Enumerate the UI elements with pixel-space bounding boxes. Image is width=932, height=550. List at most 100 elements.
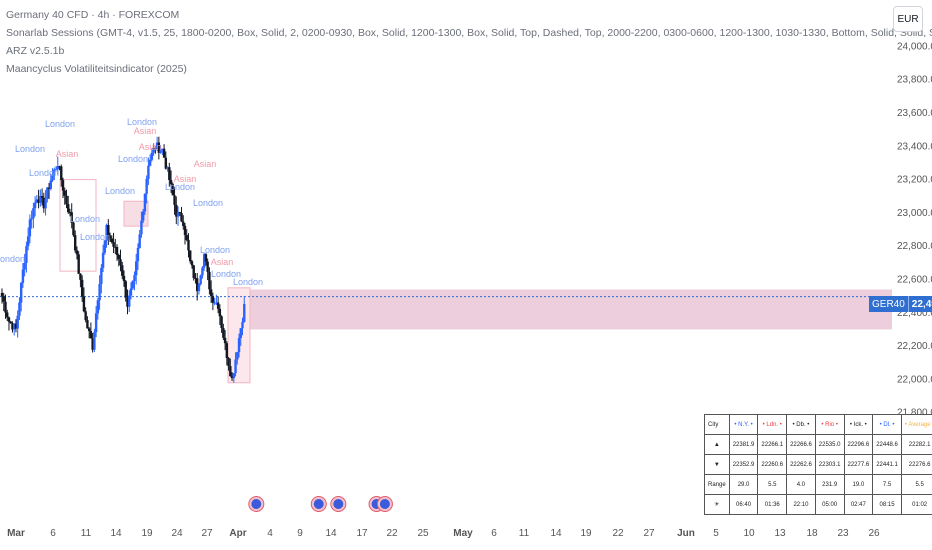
session-label: Asian [174,174,197,184]
candle-body [189,250,192,262]
candle-body [215,302,218,304]
candle-body [237,338,241,353]
candle-body [19,282,23,303]
stats-header-cell: • N.Y. • [728,414,759,435]
candle-body [197,284,201,292]
x-tick-label: 6 [50,528,56,539]
candle-body [89,331,93,339]
x-tick-label: 6 [491,528,497,539]
candle-body [148,159,152,166]
candle-body [98,284,101,301]
candle-body [143,193,147,212]
x-tick-label: May [453,528,473,539]
session-label: London [70,214,100,224]
candle-body [159,150,162,153]
candle-body [183,225,187,236]
currency-button[interactable]: EUR [893,6,923,32]
stats-cell: 01:36 [757,494,788,515]
candle-body [243,303,246,322]
candle-body [14,323,18,329]
x-tick-label: 17 [356,528,368,539]
y-tick-label: 23,000.0 [897,208,932,219]
candle-body [141,211,145,221]
candle-body [133,275,136,282]
candle-body [11,323,14,330]
candle-body [107,224,110,236]
x-tick-label: 10 [743,528,755,539]
candle-body [74,235,77,251]
stats-header-cell: • Dl. • [872,414,902,435]
session-label: London [0,254,25,264]
event-marker-core [313,499,324,509]
stats-cell: Range [704,474,730,495]
x-tick-label: Mar [7,528,25,539]
candle-body [201,267,204,276]
candle-body [185,235,188,240]
x-tick-label: 27 [643,528,655,539]
candle-body [194,278,197,280]
indicator-arz[interactable]: ARZ v2.5.1b [6,45,65,57]
candle-body [39,195,42,203]
x-tick-label: 25 [417,528,429,539]
candle-body [164,157,168,169]
session-label: Asian [194,159,217,169]
y-tick-label: 22,000.0 [897,374,932,385]
stats-cell: 4.0 [786,474,816,495]
candle-body [86,320,89,329]
candle-body [0,292,4,297]
session-label: London [29,168,59,178]
candle-body [129,288,133,296]
candle-body [131,281,134,289]
stats-cell: 02:47 [843,494,874,515]
candle-body [162,148,166,158]
candle-body [54,169,58,171]
candle-body [209,289,213,297]
candle-body [138,234,141,248]
y-tick-label: 23,400.0 [897,141,932,152]
candle-body [147,165,150,179]
candle-body [35,199,39,203]
indicator-maancyclus[interactable]: Maancyclus Volatiliteitsindicator (2025) [6,63,187,75]
symbol-title[interactable]: Germany 40 CFD · 4h · FOREXCOM [6,9,180,21]
candle-body [161,148,164,151]
candle-body [182,221,185,226]
stats-cell: 22381.9 [728,434,759,455]
candle-body [70,212,73,223]
price-tag-symbol: GER40 [869,296,908,312]
candle-body [51,174,54,181]
stats-cell: 05:00 [814,494,845,515]
stats-cell: ▲ [704,434,730,455]
stats-header-cell: • Average • [900,414,932,435]
candle-body [105,224,108,241]
candle-body [13,323,16,330]
indicator-sonarlab[interactable]: Sonarlab Sessions (GMT-4, v1.5, 25, 1800… [6,27,932,39]
candle-body [168,167,171,181]
y-tick-label: 24,000.0 [897,41,932,52]
candle-body [180,213,183,222]
x-tick-label: 23 [837,528,849,539]
candle-body [241,321,244,329]
stats-cell: 22352.9 [728,454,759,475]
resistance-zone [236,289,892,330]
candle-body [79,273,82,280]
candle-body [47,187,51,189]
y-tick-label: 22,600.0 [897,274,932,285]
stats-row: ☀ 06:40 01:36 22:10 05:00 02:47 08:15 01… [704,494,932,515]
y-tick-label: 23,800.0 [897,75,932,86]
candle-body [108,235,112,239]
candle-body [206,261,209,272]
stats-header-cell: • Ldn. • [757,414,788,435]
candle-body [84,311,87,321]
stats-row: Range 29.0 5.5 4.0 231.9 19.0 7.5 5.5 [704,474,932,495]
x-tick-label: 5 [713,528,719,539]
stats-header-row: City • N.Y. • • Ldn. • • Db. • • Rio • •… [704,414,932,435]
event-marker-core [379,499,390,509]
candle-body [32,208,35,219]
stats-header-cell: • Db. • [786,414,816,435]
stats-cell: 22448.6 [872,434,902,455]
candle-body [53,169,56,175]
candle-body [58,166,61,168]
candle-body [18,302,21,316]
candle-body [103,240,107,253]
